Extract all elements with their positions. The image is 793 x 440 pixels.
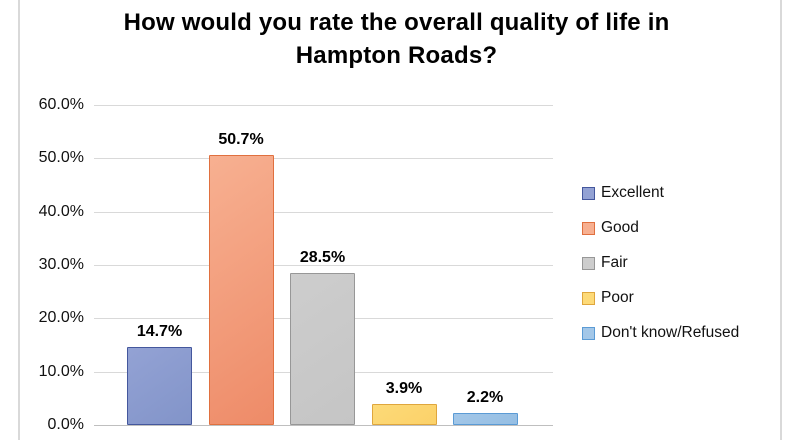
gridline [94,105,553,106]
legend-swatch-icon [582,186,595,200]
data-label-fair: 28.5% [299,249,346,266]
legend-label: Excellent [601,184,664,201]
y-tick-label: 20.0% [38,309,84,327]
x-axis-line [94,424,553,426]
y-tick-label: 10.0% [38,362,84,380]
chart-border-left [18,0,20,440]
data-label-don-t-know-refused: 2.2% [466,389,504,407]
y-axis: 0.0% 10.0% 20.0% 30.0% 40.0% 50.0% 60.0% [0,0,84,440]
legend-swatch-icon [582,326,595,340]
legend-item-don-t-know-refused: Don't know/Refused [582,323,739,343]
y-tick-label: 0.0% [47,416,84,433]
data-label-good: 50.7% [218,130,264,148]
legend-swatch-icon [582,221,595,235]
y-tick-label: 30.0% [38,256,84,273]
data-label-excellent: 14.7% [136,322,183,340]
legend-swatch-icon [582,256,595,270]
y-tick-label: 40.0% [38,202,84,220]
legend-label: Good [601,219,639,236]
legend-item-poor: Poor [582,288,739,308]
bar-poor [371,404,437,425]
bar-excellent [127,346,192,425]
legend-item-good: Good [582,218,739,238]
chart-title: How would you rate the overall quality o… [123,9,670,69]
gridline [94,265,553,266]
gridline [94,158,553,160]
plot-area: 14.7% 50.7% 28.5% 3.9% 2.2% [94,105,553,426]
bar-fair [290,273,355,425]
legend-item-fair: Fair [582,253,739,273]
legend-label: Fair [601,254,628,271]
bar-good [208,154,274,425]
legend-label: Don't know/Refused [601,324,740,341]
y-tick-label: 60.0% [38,96,84,113]
legend-label: Poor [601,289,634,306]
bar-don-t-know-refused [452,413,518,425]
legend-swatch-icon [582,291,595,305]
legend-item-excellent: Excellent [582,183,739,203]
legend: Excellent Good Fair Poor Don't know/Refused [582,183,739,358]
gridline [94,211,553,213]
chart-border-right [780,0,782,440]
data-label-poor: 3.9% [385,380,423,398]
y-tick-label: 50.0% [38,149,84,167]
